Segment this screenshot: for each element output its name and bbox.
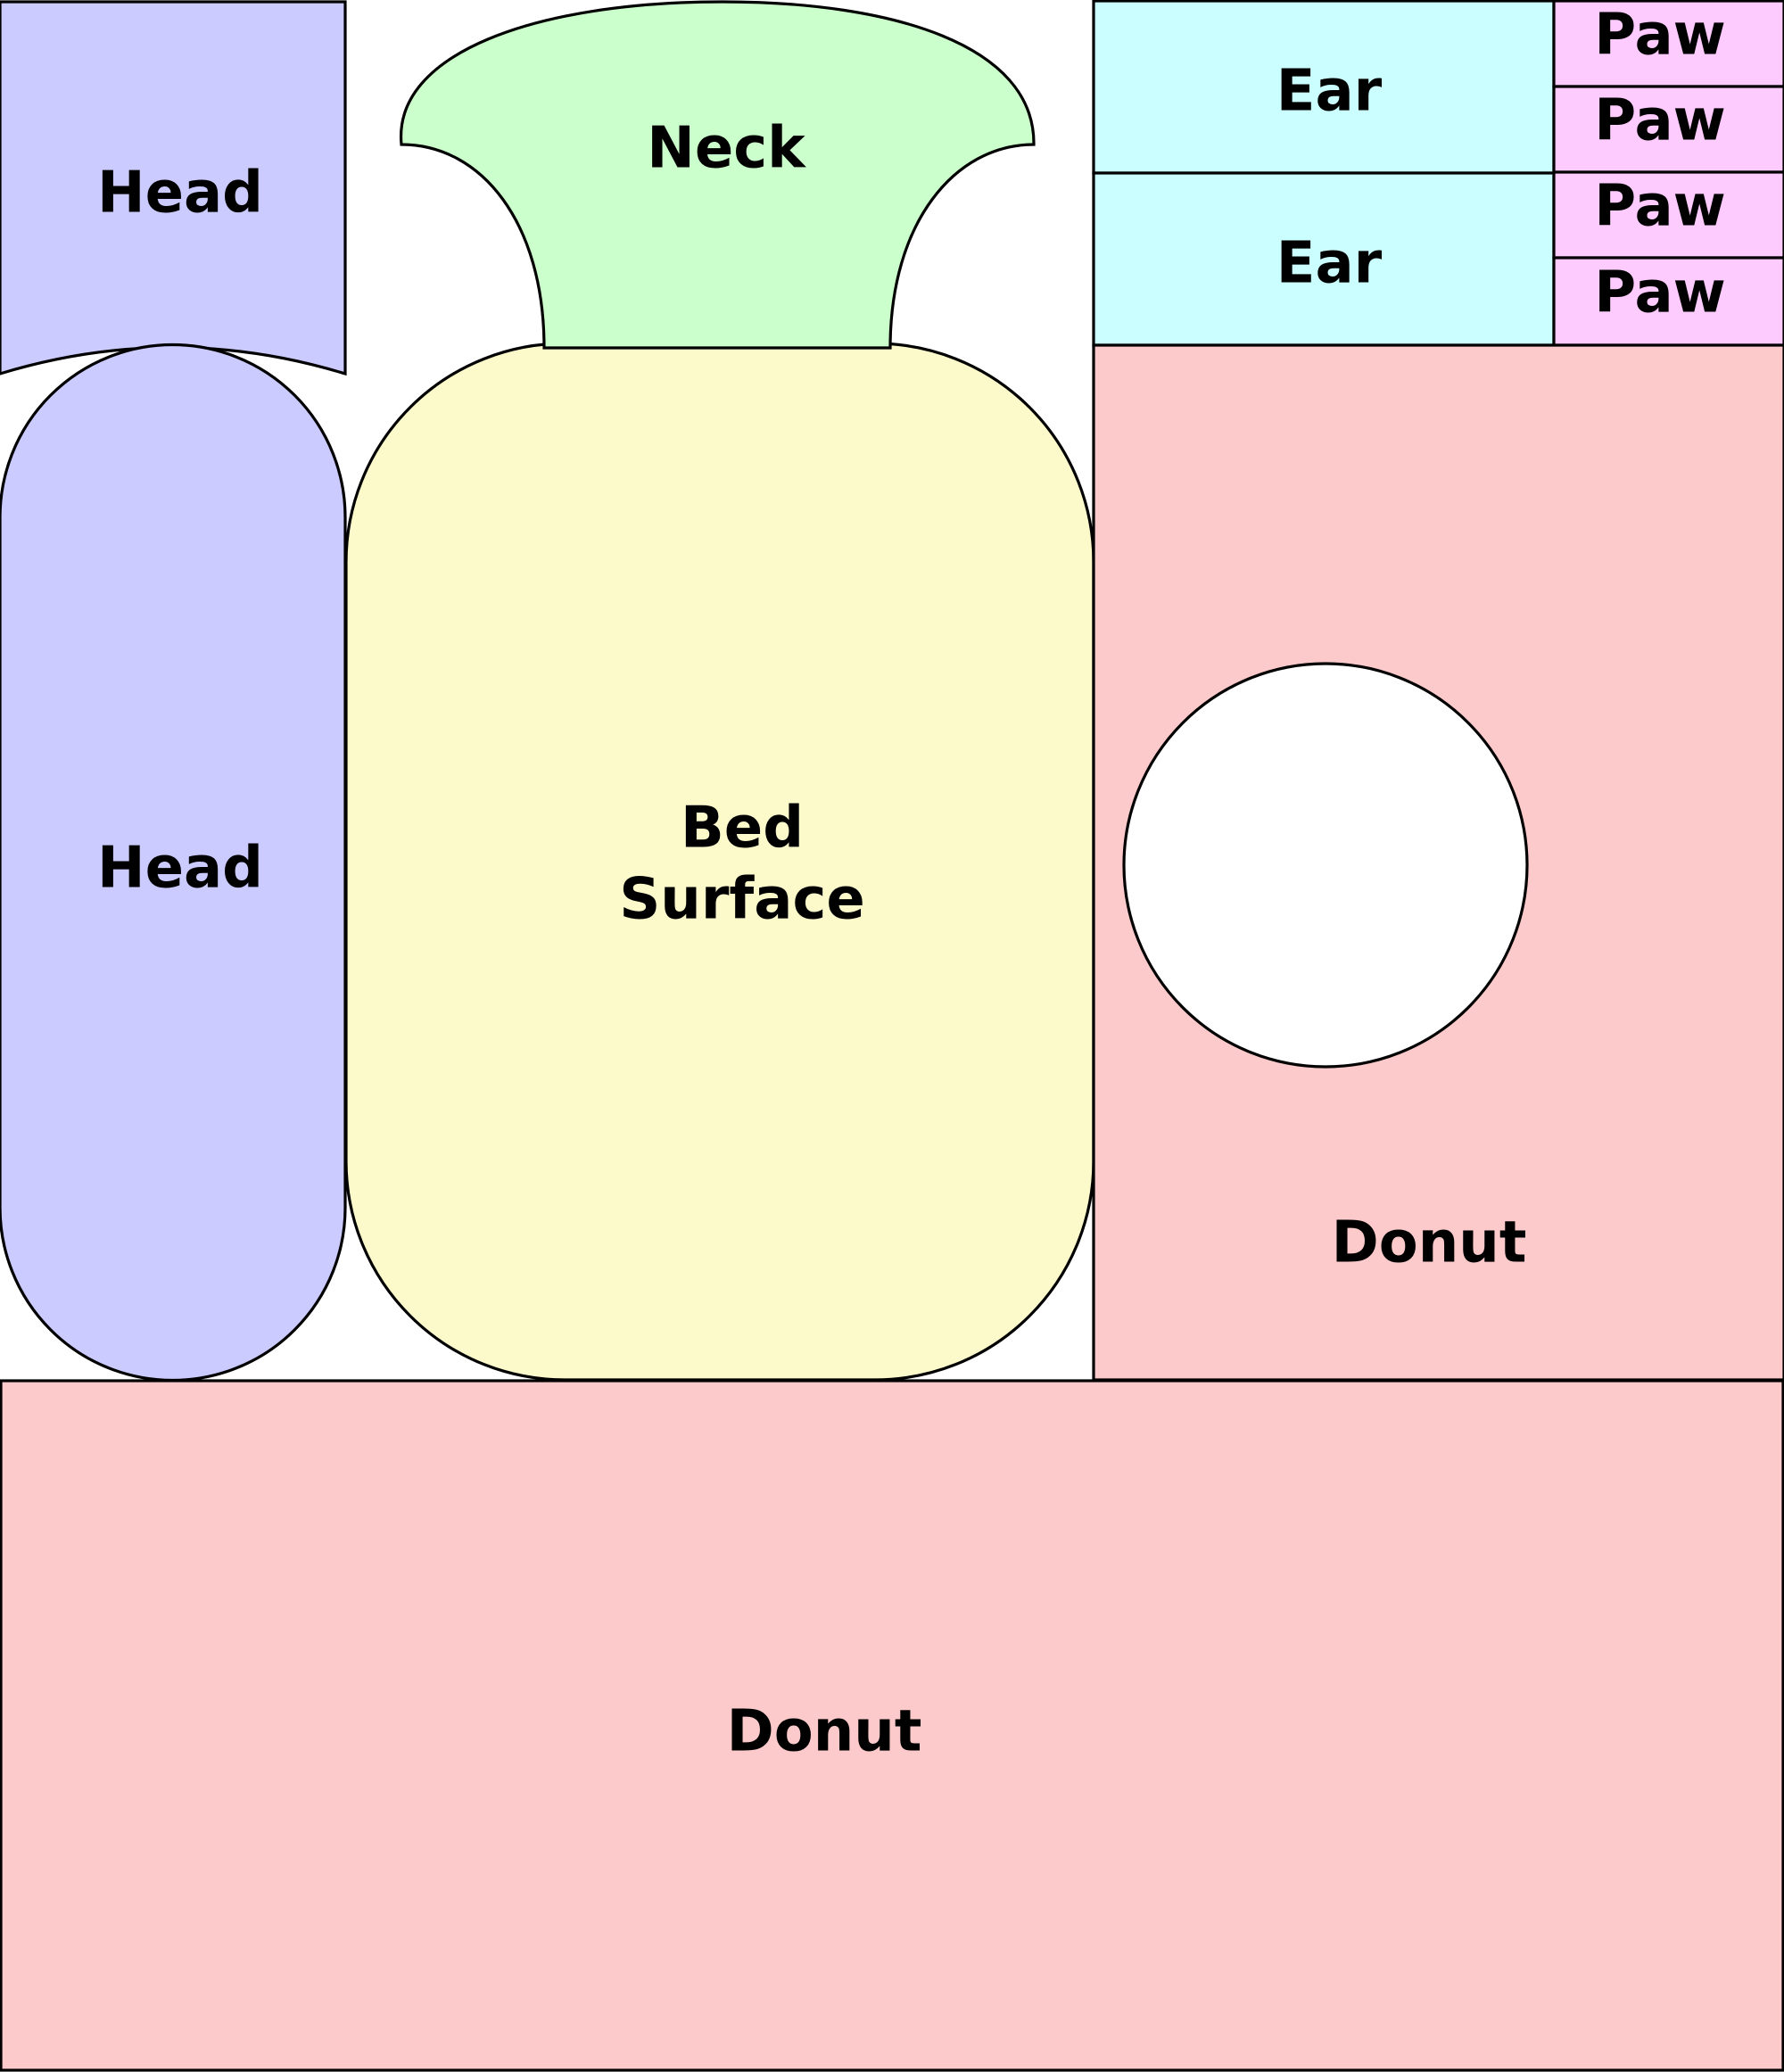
paw-1-shape — [1552, 0, 1784, 88]
paw-3-shape — [1552, 170, 1784, 260]
donut-bottom-label: Donut — [727, 1699, 922, 1765]
head-bottom-shape — [0, 343, 347, 1383]
head-top-label: Head — [97, 161, 263, 227]
ear-top-label: Ear — [1276, 59, 1383, 125]
paw-2-piece: Paw — [1552, 85, 1784, 174]
paw-3-piece: Paw — [1552, 170, 1784, 260]
bed-surface-label-line1: Bed — [681, 796, 804, 862]
ear-bottom-piece: Ear — [1092, 171, 1556, 347]
neck-shape — [400, 0, 1036, 350]
bed-surface-piece: Bed Surface — [344, 342, 1095, 1382]
head-bottom-label: Head — [97, 836, 263, 902]
ear-bottom-label: Ear — [1276, 231, 1383, 297]
donut-bottom-shape — [0, 1379, 1784, 2072]
donut-right-label: Donut — [1332, 1210, 1527, 1276]
paw-4-shape — [1552, 256, 1784, 347]
paw-4-piece: Paw — [1552, 256, 1784, 347]
bed-surface-shape — [344, 342, 1095, 1382]
neck-piece: Neck — [400, 0, 1036, 350]
bed-surface-label-line2: Surface — [619, 867, 865, 933]
paw-2-label: Paw — [1594, 88, 1726, 154]
donut-right-piece: Donut — [1092, 343, 1784, 1382]
paw-1-piece: Paw — [1552, 0, 1784, 88]
paw-1-label: Paw — [1594, 3, 1726, 69]
neck-label: Neck — [647, 116, 806, 182]
head-top-piece: Head — [0, 0, 347, 376]
paw-4-label: Paw — [1594, 260, 1726, 326]
donut-bottom-piece: Donut — [0, 1379, 1784, 2072]
paw-3-label: Paw — [1594, 174, 1726, 240]
ear-top-piece: Ear — [1092, 0, 1556, 175]
head-bottom-piece: Head — [0, 343, 347, 1383]
donut-hole — [1122, 662, 1529, 1069]
